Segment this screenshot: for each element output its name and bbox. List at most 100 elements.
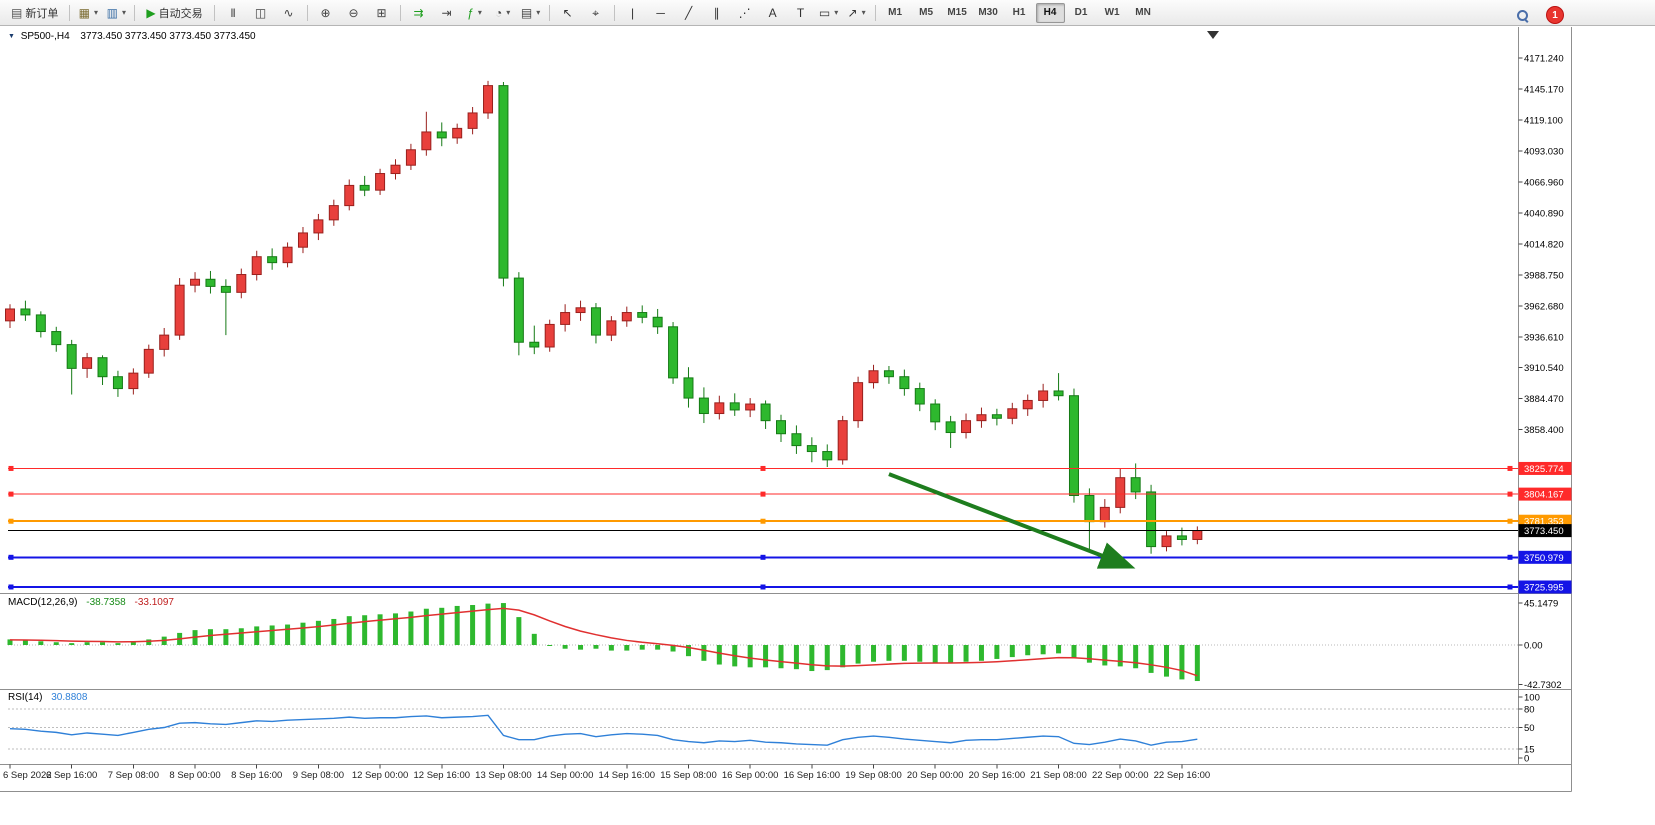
auto-trading-button[interactable]: ▶ 自动交易: [139, 2, 209, 24]
templates-button[interactable]: ▤ ▾: [517, 2, 545, 24]
candle: [251, 256, 262, 276]
timeframe-mn-button[interactable]: MN: [1135, 7, 1151, 18]
arrows-tool-button[interactable]: ↗ ▾: [843, 2, 871, 24]
search-icon: [1516, 9, 1529, 22]
timeframe-h4-button[interactable]: H4: [1035, 2, 1065, 23]
time-tick-label: 22 Sep 00:00: [1092, 770, 1149, 781]
channel-tool-button[interactable]: ∥: [703, 2, 731, 24]
line-handle[interactable]: [760, 554, 766, 560]
zoom-out-button[interactable]: ⊖: [340, 2, 368, 24]
fibonacci-tool-button[interactable]: ⋰: [731, 2, 759, 24]
macd-scale-label: 45.1479: [1524, 599, 1558, 610]
macd-bar: [1025, 645, 1031, 656]
zoom-in-button[interactable]: ⊕: [312, 2, 340, 24]
label-tool-button[interactable]: T: [787, 2, 815, 24]
line-handle[interactable]: [8, 584, 14, 590]
line-price-label-text: 3750.979: [1524, 553, 1564, 564]
new-order-button[interactable]: ▤ 新订单: [4, 2, 65, 24]
timeframe-m30-button[interactable]: M30: [978, 7, 998, 18]
macd-scale-label: 0.00: [1524, 641, 1543, 652]
candle: [606, 320, 617, 336]
time-tick-label: 22 Sep 16:00: [1154, 770, 1211, 781]
macd-bar: [69, 643, 75, 645]
macd-bar: [454, 605, 460, 645]
trend-arrow[interactable]: [888, 472, 1136, 569]
line-handle[interactable]: [760, 584, 766, 590]
candle: [35, 314, 46, 333]
timeframe-d1-button[interactable]: D1: [1074, 7, 1088, 18]
line-handle[interactable]: [760, 465, 766, 471]
horizontal-line-tool-button[interactable]: ─: [647, 2, 675, 24]
trendline-tool-button[interactable]: ╱: [675, 2, 703, 24]
periods-button[interactable]: ◔ ▾: [489, 2, 517, 24]
auto-scroll-button[interactable]: ⇉: [405, 2, 433, 24]
candle: [143, 348, 154, 374]
text-tool-button[interactable]: A: [759, 2, 787, 24]
chart-shift-button[interactable]: ⇥: [433, 2, 461, 24]
macd-name: MACD(12,26,9): [8, 597, 78, 608]
time-tick-label: 8 Sep 16:00: [231, 770, 282, 781]
line-handle[interactable]: [760, 491, 766, 497]
price-axis[interactable]: 4171.240 4145.170 4119.100 4093.030 4066.960…: [1518, 54, 1564, 437]
candle: [991, 414, 1002, 419]
symbol-marker-icon[interactable]: ▼: [8, 33, 15, 40]
macd-bar: [331, 618, 337, 645]
chart-shift-marker-icon[interactable]: [1207, 31, 1219, 39]
candle: [1053, 390, 1064, 397]
candle: [776, 420, 786, 435]
line-handle[interactable]: [8, 491, 14, 497]
timeframe-h1-button[interactable]: H1: [1012, 7, 1026, 18]
shapes-tool-button[interactable]: ▭ ▾: [815, 2, 843, 24]
timeframe-m1-button[interactable]: M1: [888, 7, 903, 18]
candle: [112, 376, 123, 390]
candle: [853, 382, 864, 422]
timeframe-w1-button[interactable]: W1: [1104, 7, 1120, 18]
candle: [328, 205, 339, 221]
candle: [544, 323, 555, 348]
macd-bar: [840, 645, 846, 668]
line-handle[interactable]: [1507, 465, 1513, 471]
line-handle[interactable]: [1507, 518, 1513, 524]
profiles-button[interactable]: ▥ ▾: [102, 2, 130, 24]
macd-bar: [223, 629, 229, 645]
cursor-tool-button[interactable]: ↖: [554, 2, 582, 24]
macd-bar: [1071, 645, 1077, 659]
timeframe-m5-button[interactable]: M5: [919, 7, 934, 18]
notification-badge[interactable]: 1: [1546, 6, 1564, 24]
line-chart-mode-button[interactable]: ∿: [275, 2, 303, 24]
rsi-label: RSI(14) 30.8808: [8, 692, 87, 703]
cursor-tool-icon: ↖: [562, 5, 573, 20]
candle: [313, 219, 324, 234]
line-handle[interactable]: [8, 465, 14, 471]
bar-chart-mode-button[interactable]: |||: [219, 2, 247, 24]
line-handle[interactable]: [1507, 491, 1513, 497]
line-handle[interactable]: [8, 554, 14, 560]
candle: [452, 127, 463, 139]
vertical-line-tool-button[interactable]: |: [619, 2, 647, 24]
indicators-button[interactable]: ƒ ▾: [461, 2, 489, 24]
templates-caret-icon: ▾: [536, 8, 541, 17]
auto-scroll-icon: ⇉: [413, 5, 424, 20]
macd-bar: [1117, 645, 1123, 667]
line-handle[interactable]: [8, 518, 14, 524]
tile-windows-button[interactable]: ⊞: [368, 2, 396, 24]
auto-trading-label: 自动交易: [158, 7, 203, 20]
search-button[interactable]: [1508, 4, 1536, 26]
new-chart-button[interactable]: ▦ ▾: [74, 2, 102, 24]
line-price-label: [1518, 550, 1572, 564]
candle: [97, 357, 108, 378]
line-handle[interactable]: [1507, 584, 1513, 590]
candle: [20, 308, 31, 316]
line-handle[interactable]: [760, 518, 766, 524]
timeframe-m15-button[interactable]: M15: [947, 7, 967, 18]
chart-shift-icon: ⇥: [441, 5, 452, 20]
candlestick-mode-button[interactable]: ◫: [247, 2, 275, 24]
crosshair-tool-button[interactable]: ⌖: [582, 2, 610, 24]
line-price-label: [1518, 461, 1572, 475]
price-tick-label: 4014.820: [1524, 239, 1564, 250]
macd-bar: [1194, 645, 1200, 682]
line-handle[interactable]: [1507, 554, 1513, 560]
